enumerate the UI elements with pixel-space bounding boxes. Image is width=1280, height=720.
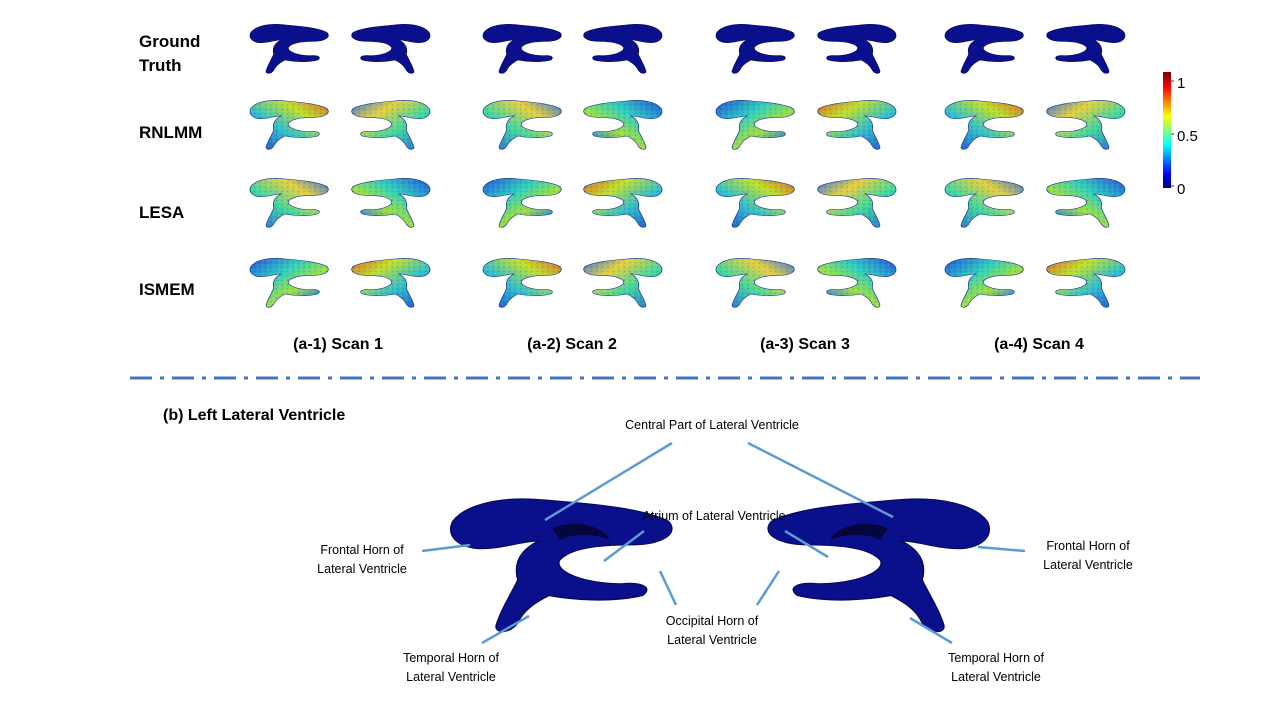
- colorbar-gradient: [1163, 72, 1171, 188]
- leader-occipital-right: [755, 570, 781, 606]
- mesh-err-r4-c1-left: [249, 257, 329, 308]
- mesh-gt-r1-c3-left: [715, 23, 795, 74]
- mesh-err-r4-c4-left: [944, 257, 1024, 308]
- colorbar: 1 0.5 0: [1163, 72, 1198, 198]
- scan-label-3: (a-3) Scan 3: [760, 336, 850, 353]
- mesh-err-r2-c4-right: [1046, 99, 1126, 150]
- mesh-err-r2-c4-left: [944, 99, 1024, 150]
- mesh-gt-r1-c1-left: [249, 23, 329, 74]
- row-labels: Ground Truth RNLMM LESA ISMEM: [139, 32, 202, 299]
- label-frontal-right-2: Lateral Ventricle: [1043, 558, 1133, 572]
- row-label-lesa: LESA: [139, 203, 184, 222]
- row-label-rnlmm: RNLMM: [139, 123, 202, 142]
- mesh-err-r4-c2-right: [583, 257, 663, 308]
- section-b-title: (b) Left Lateral Ventricle: [163, 407, 345, 424]
- mesh-err-r3-c1-left: [249, 177, 329, 228]
- label-frontal-left-1: Frontal Horn of: [320, 543, 404, 557]
- label-temporal-right-1: Temporal Horn of: [948, 651, 1044, 665]
- mesh-err-r2-c2-right: [583, 99, 663, 150]
- mesh-gt-r1-c3-right: [817, 23, 897, 74]
- colorbar-tick-0: 0: [1177, 181, 1185, 198]
- mesh-err-r3-c2-left: [482, 177, 562, 228]
- scan-label-1: (a-1) Scan 1: [293, 336, 383, 353]
- mesh-gt-r1-c4-right: [1046, 23, 1126, 74]
- label-atrium: Atrium of Lateral Ventricle: [642, 509, 785, 523]
- mesh-err-r3-c1-right: [351, 177, 431, 228]
- leader-temporal-right: [909, 616, 953, 645]
- mesh-err-r3-c3-right: [817, 177, 897, 228]
- mesh-gt-r1-c1-right: [351, 23, 431, 74]
- leader-frontal-right: [977, 545, 1026, 553]
- leader-lines: [421, 441, 1026, 645]
- leader-occipital-left: [658, 570, 678, 606]
- anatomy-labels: Central Part of Lateral Ventricle Atrium…: [317, 418, 1133, 684]
- large-ventricle-right: [766, 497, 991, 633]
- mesh-err-r4-c3-left: [715, 257, 795, 308]
- leader-frontal-left: [421, 543, 471, 553]
- mesh-err-r2-c1-right: [351, 99, 431, 150]
- mesh-err-r2-c2-left: [482, 99, 562, 150]
- mesh-gt-r1-c2-right: [583, 23, 663, 74]
- leader-atrium-left: [603, 530, 645, 562]
- mesh-err-r2-c3-left: [715, 99, 795, 150]
- row-label-ground: Ground: [139, 32, 200, 51]
- mesh-err-r2-c1-left: [249, 99, 329, 150]
- mesh-err-r3-c3-left: [715, 177, 795, 228]
- colorbar-tick-1: 1: [1177, 75, 1185, 92]
- scan-label-4: (a-4) Scan 4: [994, 336, 1084, 353]
- large-ventricle-left-shadow: [552, 524, 610, 540]
- mesh-err-r4-c2-left: [482, 257, 562, 308]
- mesh-err-r3-c4-left: [944, 177, 1024, 228]
- mesh-gt-r1-c2-left: [482, 23, 562, 74]
- leader-central-right: [747, 441, 894, 519]
- label-central-part: Central Part of Lateral Ventricle: [625, 418, 799, 432]
- leader-central-left: [544, 441, 673, 522]
- mesh-err-r4-c4-right: [1046, 257, 1126, 308]
- label-temporal-left-1: Temporal Horn of: [403, 651, 499, 665]
- mesh-err-r2-c3-right: [817, 99, 897, 150]
- label-frontal-right-1: Frontal Horn of: [1046, 539, 1130, 553]
- row-label-truth: Truth: [139, 56, 182, 75]
- row-label-ismem: ISMEM: [139, 280, 195, 299]
- leader-temporal-left: [481, 614, 530, 645]
- mesh-gt-r1-c4-left: [944, 23, 1024, 74]
- large-ventricle-left: [449, 497, 674, 633]
- mesh-err-r3-c2-right: [583, 177, 663, 228]
- label-occipital-1: Occipital Horn of: [666, 614, 759, 628]
- ventricle-mesh-grid: [249, 23, 1126, 308]
- large-ventricle-right-shadow: [830, 524, 888, 540]
- leader-atrium-right: [784, 529, 829, 559]
- scan-label-2: (a-2) Scan 2: [527, 336, 617, 353]
- colorbar-tick-0-5: 0.5: [1177, 128, 1198, 145]
- mesh-err-r4-c1-right: [351, 257, 431, 308]
- label-occipital-2: Lateral Ventricle: [667, 633, 757, 647]
- label-temporal-right-2: Lateral Ventricle: [951, 670, 1041, 684]
- mesh-err-r4-c3-right: [817, 257, 897, 308]
- scan-labels: (a-1) Scan 1 (a-2) Scan 2 (a-3) Scan 3 (…: [293, 336, 1084, 353]
- label-frontal-left-2: Lateral Ventricle: [317, 562, 407, 576]
- label-temporal-left-2: Lateral Ventricle: [406, 670, 496, 684]
- mesh-err-r3-c4-right: [1046, 177, 1126, 228]
